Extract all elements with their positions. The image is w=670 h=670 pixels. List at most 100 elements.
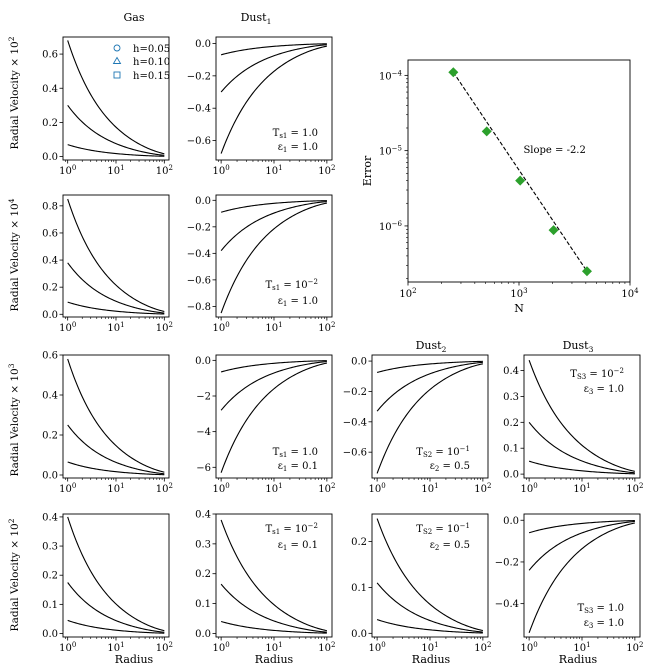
x-tick-label: 100 (521, 641, 538, 654)
analytic-curve (376, 619, 483, 634)
x-tick-label: 103 (510, 287, 527, 300)
data-point-triangle (65, 422, 71, 428)
svg-text:h=0.05: h=0.05 (133, 44, 170, 55)
y-tick-label: −0.4 (187, 249, 211, 260)
analytic-curve (220, 361, 327, 411)
panel-r0c0: 100 101 102 0.0 0.2 0.4 0.6 (42, 36, 173, 177)
y-tick-label: 10−6 (379, 220, 403, 233)
analytic-curve (220, 362, 327, 473)
y-tick-label: 0.4 (42, 84, 58, 95)
y-tick-label: 0.0 (351, 357, 367, 368)
y-tick-label: 0.2 (195, 569, 211, 580)
ylabel-row0: Radial Velocity × 102 (7, 36, 21, 149)
x-tick-label: 100 (521, 482, 538, 495)
panel-r2c3: 100 101 102 0.0 0.1 0.2 0.3 0.4 (503, 354, 643, 495)
panel-r2c2: 100 101 102 −0.6 −0.4 −0.2 0.0 (343, 354, 491, 495)
analytic-curve (220, 200, 327, 213)
slope-annotation: Slope = -2.2 (523, 145, 585, 156)
analytic-curve (376, 518, 483, 632)
ylabel-row1: Radial Velocity × 104 (7, 198, 21, 311)
y-tick-label: 0.0 (42, 629, 58, 640)
x-tick-label: 100 (59, 482, 76, 495)
y-tick-label: 0.0 (351, 629, 367, 640)
fit-line (452, 71, 588, 272)
x-tick-label: 102 (156, 321, 173, 334)
y-tick-label: −0.2 (187, 222, 211, 233)
xlabel-error: N (514, 302, 524, 315)
error-point (581, 266, 592, 277)
svg-text:TS2 = 10−1: TS2 = 10−1 (416, 522, 470, 536)
annotation-r1c1: Ts1 = 10−2 ε1 = 1.0 (265, 278, 318, 308)
data-point-square (65, 196, 71, 202)
x-tick-label: 102 (474, 482, 491, 495)
analytic-curve (67, 424, 165, 475)
ylabel-row3: Radial Velocity × 102 (7, 518, 21, 631)
y-tick-label: −2 (196, 392, 211, 403)
panel-error: 102 103 104 10−6 10−5 10−4 Slope = -2.2 N Error (361, 59, 639, 315)
y-tick-label: 0.2 (42, 431, 58, 442)
y-tick-label: 0.8 (42, 201, 58, 212)
svg-text:ε1 = 0.1: ε1 = 0.1 (278, 461, 318, 473)
y-tick-label: −0.2 (495, 557, 519, 568)
x-tick-label: 102 (318, 641, 335, 654)
x-tick-label: 102 (626, 641, 643, 654)
y-tick-label: 0.0 (195, 629, 211, 640)
analytic-curve (67, 198, 165, 313)
analytic-curve (528, 520, 635, 534)
svg-text:ε1 = 1.0: ε1 = 1.0 (278, 142, 318, 154)
x-tick-label: 100 (369, 482, 386, 495)
annotation-r2c2: TS2 = 10−1 ε2 = 0.5 (416, 445, 470, 473)
svg-text:h=0.10: h=0.10 (133, 57, 170, 68)
panel-r0c1: 100 101 102 −0.6 −0.4 −0.2 0.0 (187, 36, 335, 177)
annotation-r3c1: Ts1 = 10−2 ε1 = 0.1 (265, 522, 318, 552)
legend-entry-h015: h=0.15 (113, 71, 170, 82)
y-tick-label: 0.4 (42, 256, 58, 267)
y-tick-label: 0.4 (503, 366, 519, 377)
y-tick-label: −0.6 (187, 275, 211, 286)
y-tick-label: 0.6 (42, 228, 58, 239)
analytic-curve (220, 45, 327, 154)
y-tick-label: 0.0 (195, 356, 211, 367)
y-tick-label: 0.6 (42, 50, 58, 61)
svg-text:ε3 = 1.0: ε3 = 1.0 (584, 384, 624, 396)
data-point-triangle (374, 580, 380, 586)
axes-frame (407, 59, 631, 283)
data-point-square (218, 470, 224, 476)
y-tick-label: 0.2 (42, 571, 58, 582)
annotation-r3c3: TS3 = 1.0 ε3 = 1.0 (577, 603, 624, 630)
analytic-curve (67, 358, 165, 473)
x-tick-label: 101 (573, 482, 590, 495)
y-tick-label: 0.1 (503, 444, 519, 455)
y-tick-label: 0.1 (195, 599, 211, 610)
x-tick-label: 101 (107, 164, 124, 177)
svg-text:ε3 = 1.0: ε3 = 1.0 (584, 618, 624, 630)
x-tick-label: 102 (318, 482, 335, 495)
svg-text:ε1 = 1.0: ε1 = 1.0 (278, 296, 318, 308)
x-tick-label: 101 (107, 482, 124, 495)
analytic-curve (528, 522, 635, 634)
svg-text:ε2 = 0.5: ε2 = 0.5 (430, 461, 470, 473)
analytic-curve (376, 582, 483, 633)
panel-r1c1: 100 101 102 −0.8 −0.6 −0.4 −0.2 0.0 (187, 194, 335, 334)
xlabel-col3: Radius (559, 653, 598, 666)
data-point-square (374, 471, 380, 477)
xlabel-col2: Radius (412, 653, 451, 666)
legend-circle-marker (113, 44, 121, 52)
analytic-curve (220, 43, 327, 56)
x-tick-label: 100 (59, 321, 76, 334)
x-tick-label: 102 (156, 641, 173, 654)
y-tick-label: −4 (196, 427, 211, 438)
svg-text:TS3 = 10−2: TS3 = 10−2 (570, 367, 624, 381)
panel-r2c0: 100 101 102 0.0 0.2 0.4 0.6 (42, 351, 173, 496)
x-tick-label: 104 (621, 287, 639, 300)
y-tick-label: 0.1 (42, 600, 58, 611)
analytic-curve (67, 301, 165, 315)
ylabel-row2: Radial Velocity × 103 (7, 363, 21, 476)
analytic-curve (67, 461, 165, 476)
svg-text:TS3 = 1.0: TS3 = 1.0 (577, 603, 624, 615)
col-title-dust1: Dust1 (241, 11, 272, 26)
data-point-triangle (65, 259, 71, 265)
annotation-r2c3: TS3 = 10−2 ε3 = 1.0 (570, 367, 624, 396)
